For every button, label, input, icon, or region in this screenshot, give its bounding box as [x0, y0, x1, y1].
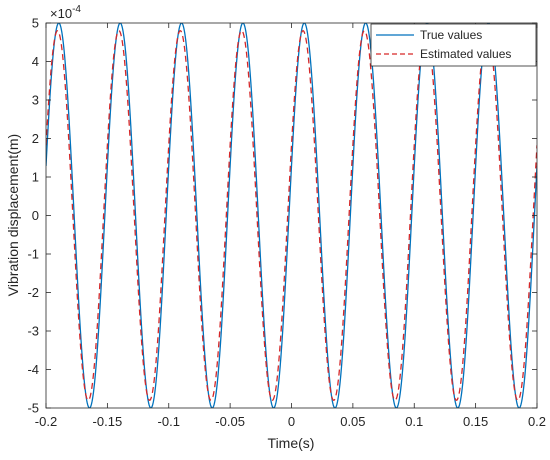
x-axis-label: Time(s)	[268, 435, 315, 451]
series-line-estimated-values	[46, 30, 537, 401]
legend: True values Estimated values	[370, 23, 537, 67]
y-tick-label: -3	[27, 324, 39, 339]
y-axis-ticks: -5 -4 -3 -2 -1 0 1 2 3 4 5	[27, 16, 537, 416]
y-tick-label: 0	[32, 208, 39, 223]
x-tick-label: 0.15	[463, 414, 488, 429]
x-tick-label: -0.1	[158, 414, 180, 429]
x-axis-ticks: -0.2 -0.15 -0.1 -0.05 0 0.05 0.1 0.15 0.2	[35, 23, 546, 429]
x-tick-label: 0.1	[405, 414, 423, 429]
legend-label-true-values: True values	[420, 28, 482, 42]
y-tick-label: -2	[27, 285, 39, 300]
y-tick-label: 1	[32, 170, 39, 185]
y-axis-label: Vibration displacement(m)	[5, 134, 21, 296]
series-lines	[46, 23, 537, 408]
y-tick-label: 3	[32, 93, 39, 108]
series-line-true-values	[46, 23, 537, 408]
x-tick-label: -0.05	[215, 414, 245, 429]
x-tick-label: -0.15	[93, 414, 123, 429]
y-tick-label: -1	[27, 247, 39, 262]
x-tick-label: 0	[288, 414, 295, 429]
legend-box	[370, 23, 537, 67]
y-tick-label: 4	[32, 54, 39, 69]
y-tick-label: -5	[27, 401, 39, 416]
y-tick-label: -4	[27, 362, 39, 377]
y-scale-exponent: ×10-4	[50, 4, 81, 21]
legend-label-estimated-values: Estimated values	[420, 47, 511, 61]
y-tick-label: 5	[32, 16, 39, 31]
x-tick-label: 0.2	[528, 414, 546, 429]
x-tick-label: 0.05	[340, 414, 365, 429]
y-tick-label: 2	[32, 131, 39, 146]
x-tick-label: -0.2	[35, 414, 57, 429]
